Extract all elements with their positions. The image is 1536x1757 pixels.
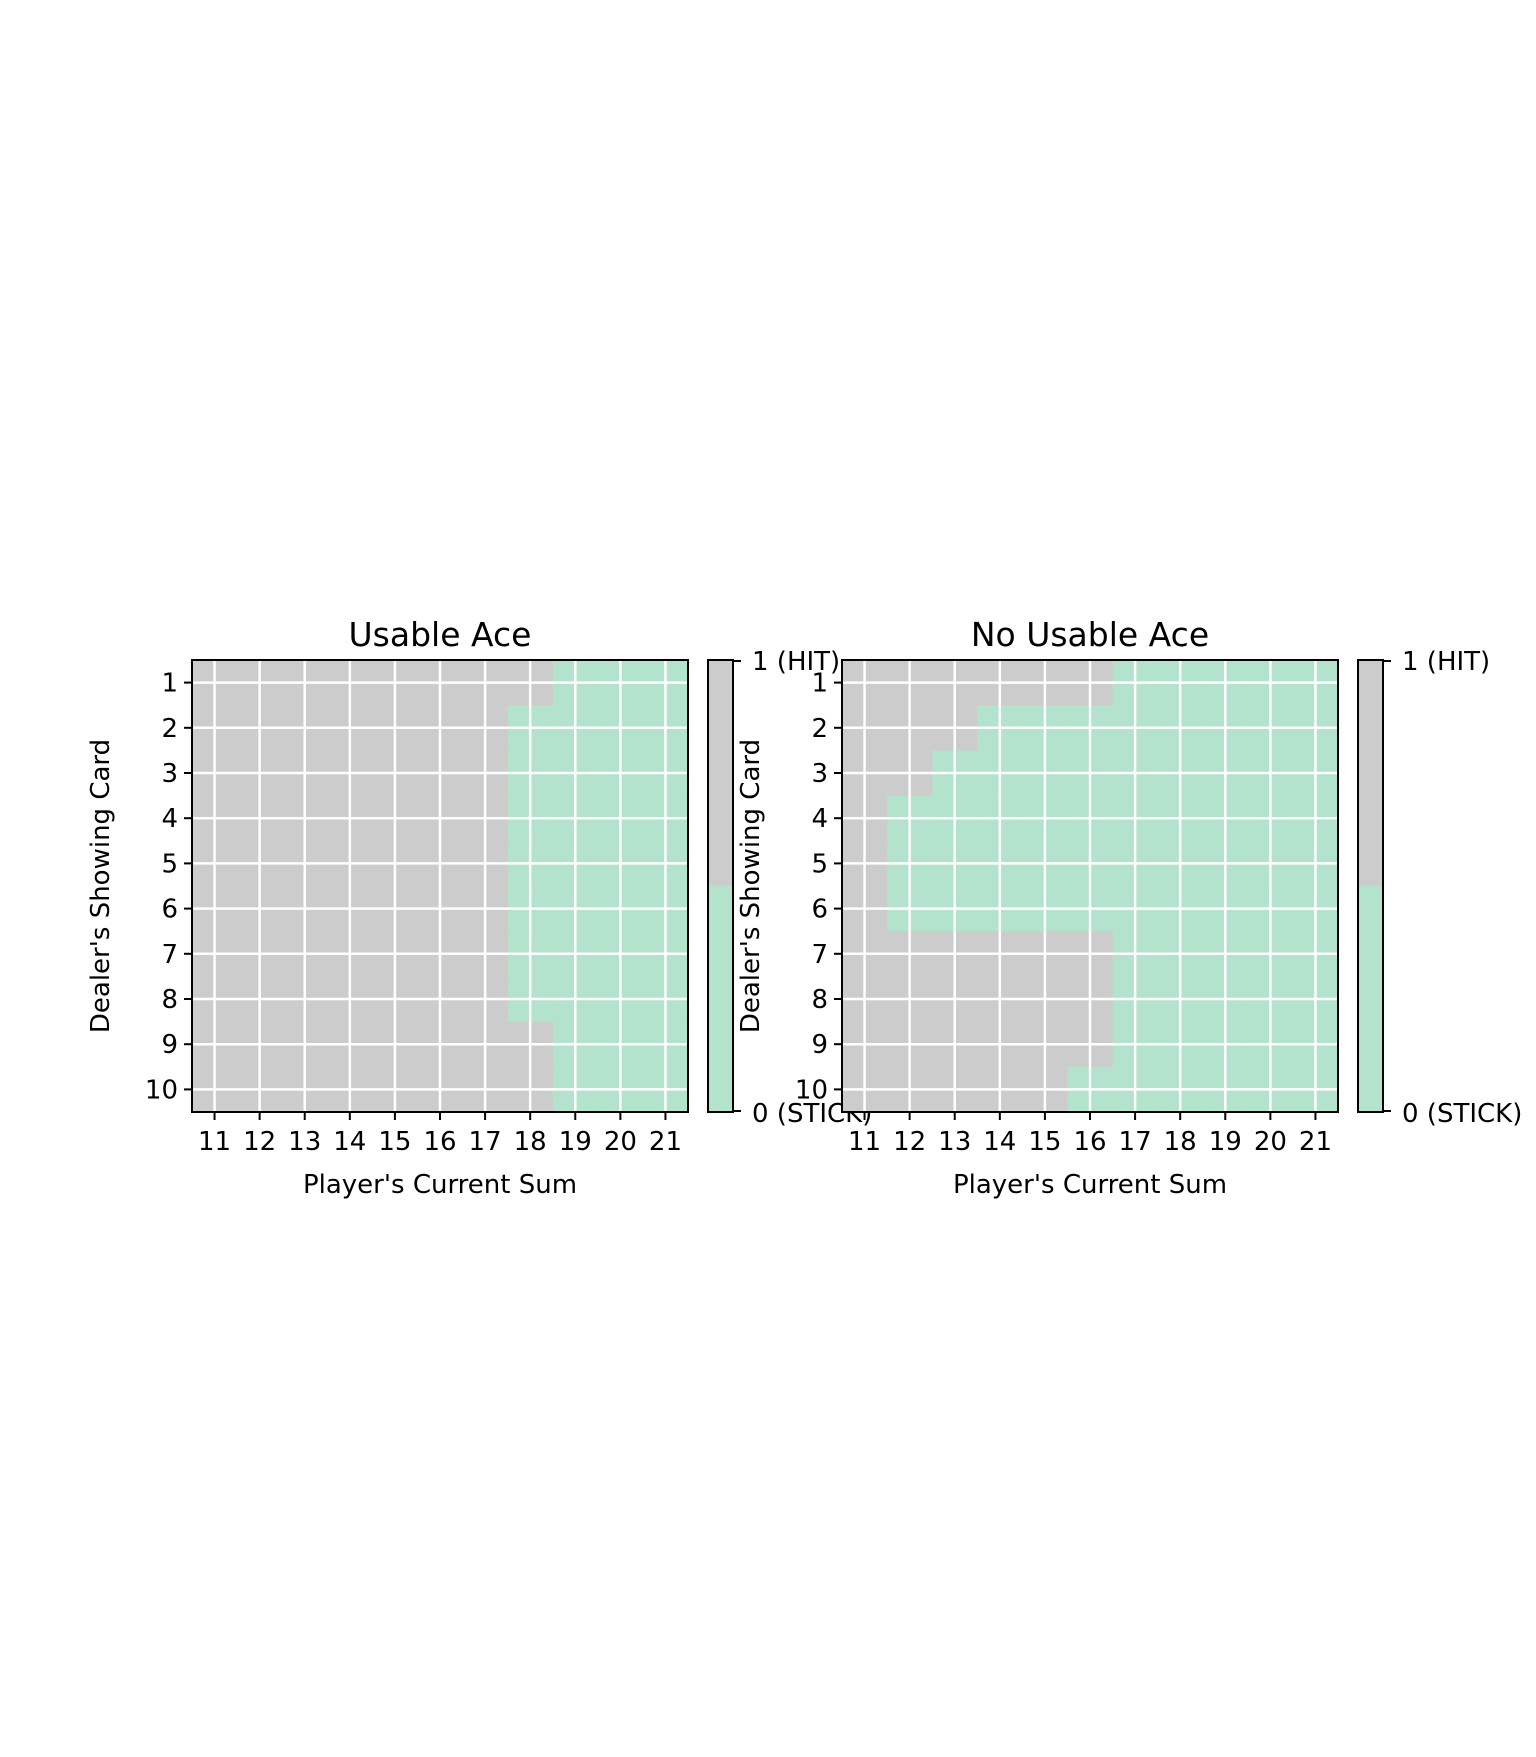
y-tick-label: 1 (811, 669, 828, 699)
x-tick-label: 13 (938, 1127, 971, 1157)
y-tick-label: 3 (811, 759, 828, 789)
y-tick-label: 8 (161, 985, 178, 1015)
y-tick-label: 10 (795, 1075, 828, 1105)
x-tick-label: 21 (1299, 1127, 1332, 1157)
x-tick-label: 15 (1028, 1127, 1061, 1157)
x-axis-label: Player's Current Sum (953, 1170, 1227, 1200)
x-tick-label: 16 (1073, 1127, 1106, 1157)
y-tick-label: 7 (161, 940, 178, 970)
colorbar-frame (1357, 659, 1384, 1113)
x-tick-label: 14 (983, 1127, 1016, 1157)
x-tick-label: 17 (1119, 1127, 1152, 1157)
y-tick-label: 10 (145, 1075, 178, 1105)
y-tick-label: 7 (811, 940, 828, 970)
x-axis-label: Player's Current Sum (303, 1170, 577, 1200)
y-axis-ticks: 1 2 3 4 5 6 7 8 9 10 (795, 669, 842, 1105)
y-axis-label: Dealer's Showing Card (736, 739, 766, 1033)
colorbar-hit-segment (1358, 660, 1383, 886)
colorbar-frame (707, 659, 734, 1113)
y-tick-label: 2 (161, 714, 178, 744)
colorbar-label-hit: 1 (HIT) (752, 647, 840, 677)
y-tick-label: 4 (811, 804, 828, 834)
x-tick-label: 11 (848, 1127, 881, 1157)
y-tick-label: 9 (811, 1030, 828, 1060)
y-tick-label: 1 (161, 669, 178, 699)
heatmap-grid (842, 660, 1338, 1112)
x-tick-label: 19 (1209, 1127, 1242, 1157)
heatmap-grid (192, 660, 688, 1112)
colorbar-label-hit: 1 (HIT) (1402, 647, 1490, 677)
colorbar-label-stick: 0 (STICK) (1402, 1099, 1522, 1129)
x-tick-label: 15 (378, 1127, 411, 1157)
y-tick-label: 9 (161, 1030, 178, 1060)
colorbar-hit-segment (708, 660, 733, 886)
colorbar-stick-segment (708, 886, 733, 1112)
y-tick-label: 3 (161, 759, 178, 789)
y-axis-ticks: 1 2 3 4 5 6 7 8 9 10 (145, 669, 192, 1105)
chart-title: No Usable Ace (971, 615, 1209, 654)
y-tick-label: 5 (811, 849, 828, 879)
y-tick-label: 5 (161, 849, 178, 879)
y-tick-label: 4 (161, 804, 178, 834)
x-tick-label: 12 (893, 1127, 926, 1157)
y-tick-label: 2 (811, 714, 828, 744)
colorbar-stick-segment (1358, 886, 1383, 1112)
colorbar: 1 (HIT) 0 (STICK) (1357, 647, 1522, 1129)
y-axis-label: Dealer's Showing Card (86, 739, 116, 1033)
x-tick-label: 20 (1254, 1127, 1287, 1157)
x-tick-label: 16 (423, 1127, 456, 1157)
x-tick-label: 12 (243, 1127, 276, 1157)
y-tick-label: 6 (811, 895, 828, 925)
x-tick-label: 11 (198, 1127, 231, 1157)
x-tick-label: 20 (604, 1127, 637, 1157)
x-tick-label: 18 (1164, 1127, 1197, 1157)
chart-title: Usable Ace (349, 615, 532, 654)
x-tick-label: 19 (559, 1127, 592, 1157)
x-tick-label: 17 (469, 1127, 502, 1157)
y-tick-label: 6 (161, 895, 178, 925)
x-axis-ticks: 11 12 13 14 15 16 17 18 19 20 21 (198, 1112, 682, 1157)
y-tick-label: 8 (811, 985, 828, 1015)
x-tick-label: 21 (649, 1127, 682, 1157)
x-tick-label: 18 (514, 1127, 547, 1157)
x-axis-ticks: 11 12 13 14 15 16 17 18 19 20 21 (848, 1112, 1332, 1157)
x-tick-label: 13 (288, 1127, 321, 1157)
x-tick-label: 14 (333, 1127, 366, 1157)
